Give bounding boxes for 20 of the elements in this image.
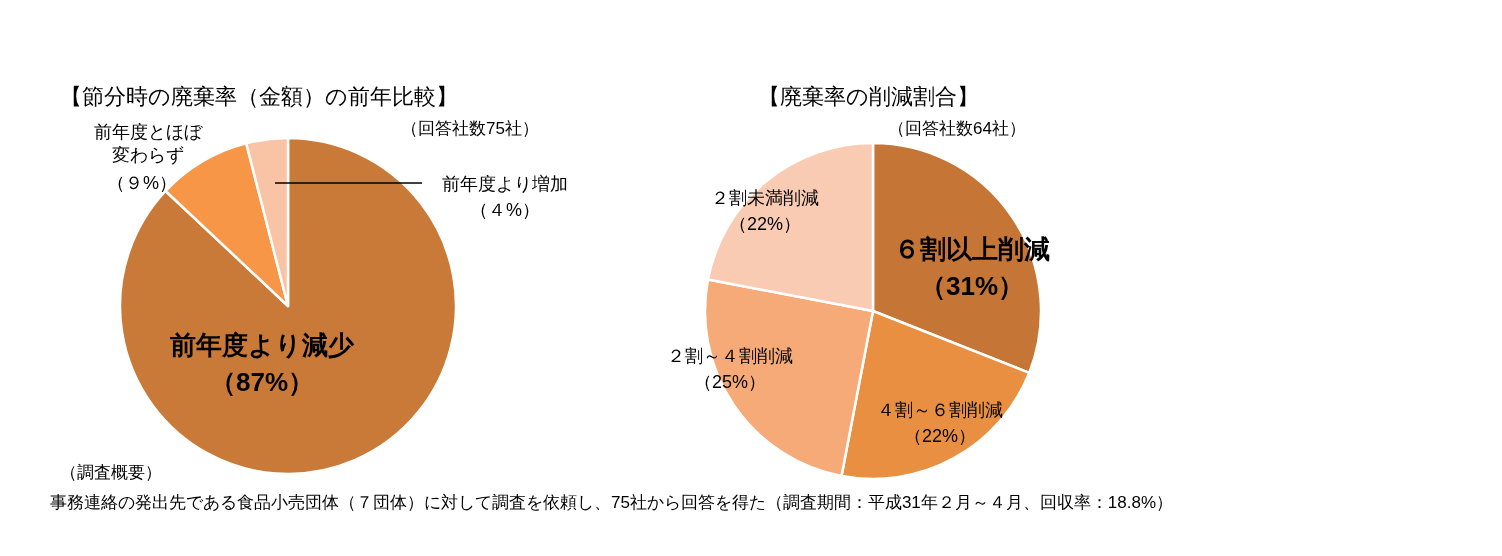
category-label: ４割～６割削減 <box>877 400 1003 420</box>
category-label: 前年度より減少 <box>170 330 354 360</box>
subtitle: （回答社数75社） <box>401 119 539 138</box>
value-label: （22%） <box>729 214 801 235</box>
category-label: 前年度より増加 <box>442 174 568 194</box>
value-label: （87%） <box>210 367 314 398</box>
category-label: ２割～４割削減 <box>667 346 793 366</box>
value-label: （22%） <box>904 426 976 447</box>
subtitle: （回答社数64社） <box>888 119 1026 138</box>
category-label: 変わらず <box>112 144 184 165</box>
annotation: 事務連絡の発出先である食品小売団体（７団体）に対して調査を依頼し、75社から回答を得た（調査期間：平成31年２月～４月、回収率：18.8%） <box>50 493 1174 512</box>
category-label: ２割未満削減 <box>711 188 819 208</box>
title: 【廃棄率の削減割合】 <box>757 84 979 109</box>
annotation: （調査概要） <box>60 463 162 482</box>
value-label: （25%） <box>694 372 766 393</box>
title: 【節分時の廃棄率（金額）の前年比較】 <box>60 84 458 109</box>
category-label: 前年度とほぼ <box>94 122 202 142</box>
value-label: （９%） <box>107 172 177 193</box>
value-label: （31%） <box>920 271 1024 302</box>
value-label: （４%） <box>470 200 540 221</box>
